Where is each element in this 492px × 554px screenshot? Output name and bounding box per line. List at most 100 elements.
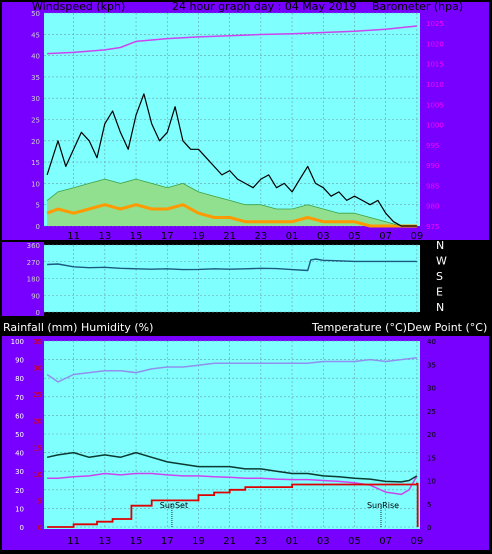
wind-y-tick: 20 [31, 138, 40, 146]
wind-y-tick: 15 [31, 159, 40, 167]
wind-y-tick: 10 [31, 180, 40, 188]
compass-tick: S [436, 270, 443, 283]
humidity-line [46, 356, 417, 383]
direction-y-tick: 90 [31, 292, 40, 300]
wind-y-tick: 40 [31, 53, 40, 61]
baro-y-tick: 1020 [426, 40, 444, 48]
wind-gust-line [46, 93, 417, 227]
sun-annotation: SunRise [367, 501, 399, 510]
rainfall-label: Rainfall (mm) [3, 321, 77, 334]
temp-y-tick: 40 [427, 338, 436, 346]
wind-x-tick: 15 [130, 231, 143, 242]
wind-y-tick: 30 [31, 95, 40, 103]
rain-y-tick: 25 [33, 391, 42, 399]
barometer-line [47, 25, 417, 55]
wind-y-tick: 5 [36, 202, 40, 210]
wind-y-tick: 25 [31, 117, 40, 125]
lower-x-tick: 05 [348, 536, 361, 547]
temperature-label: Temperature (°C)Dew Point (°C) [311, 321, 487, 334]
temp-y-tick: 10 [427, 478, 436, 486]
baro-y-tick: 1005 [426, 101, 444, 109]
lower-x-tick: 13 [98, 536, 111, 547]
rain-y-tick: 20 [33, 418, 42, 426]
humidity-y-tick: 40 [15, 450, 24, 458]
wind-direction-line [47, 258, 417, 272]
temp-y-tick: 35 [427, 361, 436, 369]
lower-x-tick: 19 [192, 536, 205, 547]
compass-tick: W [436, 255, 447, 268]
baro-y-tick: 985 [426, 182, 439, 190]
lower-x-tick: 17 [161, 536, 174, 547]
humidity-y-tick: 100 [11, 338, 24, 346]
wind-average-area [47, 179, 417, 226]
wind-x-tick: 03 [317, 231, 330, 242]
baro-y-tick: 1015 [426, 61, 444, 69]
wind-average-line [46, 178, 417, 227]
temp-y-tick: 30 [427, 385, 436, 393]
barometer-label: Barometer (hpa) [372, 0, 463, 13]
direction-y-tick: 0 [36, 309, 40, 317]
compass-tick: E [436, 286, 443, 299]
wind-x-tick: 17 [161, 231, 174, 242]
wind-y-tick: 45 [31, 31, 40, 39]
baro-y-tick: 1000 [426, 122, 444, 130]
baro-y-tick: 990 [426, 162, 439, 170]
temp-y-tick: 5 [427, 501, 431, 509]
direction-y-tick: 360 [27, 242, 40, 250]
rainfall-line [47, 482, 418, 528]
humidity-y-tick: 60 [15, 412, 24, 420]
rain-y-tick: 15 [33, 444, 42, 452]
compass-tick: N [436, 239, 444, 252]
wind-x-tick: 21 [223, 231, 236, 242]
baro-y-tick: 980 [426, 203, 439, 211]
baro-y-tick: 975 [426, 223, 439, 231]
wind-x-tick: 07 [379, 231, 392, 242]
sun-annotation: SunSet [160, 501, 188, 510]
humidity-y-tick: 50 [15, 431, 24, 439]
wind-lull-line [46, 203, 417, 228]
temp-y-tick: 15 [427, 454, 436, 462]
direction-y-tick: 270 [27, 259, 40, 267]
humidity-y-tick: 90 [15, 357, 24, 365]
lower-x-tick: 15 [130, 536, 143, 547]
wind-x-tick: 13 [98, 231, 111, 242]
compass-tick: N [436, 301, 444, 314]
baro-y-tick: 995 [426, 142, 439, 150]
humidity-y-tick: 20 [15, 487, 24, 495]
lower-x-tick: 23 [254, 536, 267, 547]
temp-y-tick: 20 [427, 431, 436, 439]
humidity-y-tick: 10 [15, 505, 24, 513]
lower-x-tick: 07 [379, 536, 392, 547]
graph-day-title: 24 hour graph day : 04 May 2019 [172, 0, 357, 13]
lower-x-tick: 01 [286, 536, 299, 547]
middle-frame-left [2, 242, 44, 316]
rain-y-tick: 35 [33, 338, 42, 346]
wind-x-tick: 01 [286, 231, 299, 242]
humidity-y-tick: 80 [15, 375, 24, 383]
baro-y-tick: 1025 [426, 20, 444, 28]
wind-x-tick: 09 [411, 231, 424, 242]
wind-y-tick: 50 [31, 10, 40, 18]
wind-x-tick: 23 [254, 231, 267, 242]
rain-y-tick: 5 [38, 497, 42, 505]
humidity-y-tick: 30 [15, 468, 24, 476]
rain-y-tick: 30 [33, 365, 42, 373]
wind-x-tick: 11 [67, 231, 80, 242]
temp-y-tick: 25 [427, 408, 436, 416]
lower-x-tick: 21 [223, 536, 236, 547]
temperature-line [46, 451, 418, 483]
wind-x-tick: 19 [192, 231, 205, 242]
humidity-y-tick: 70 [15, 394, 24, 402]
windspeed-label: Windspeed (kph) [32, 0, 125, 13]
wind-x-tick: 05 [348, 231, 361, 242]
lower-x-tick: 09 [411, 536, 424, 547]
baro-y-tick: 1010 [426, 81, 444, 89]
humidity-y-tick: 0 [20, 524, 24, 532]
rain-y-tick: 0 [38, 524, 42, 532]
temp-plot-area [44, 341, 420, 529]
wind-y-tick: 0 [36, 223, 40, 231]
temp-y-tick: 0 [427, 524, 431, 532]
rain-y-tick: 10 [33, 471, 42, 479]
lower-x-tick: 11 [67, 536, 80, 547]
